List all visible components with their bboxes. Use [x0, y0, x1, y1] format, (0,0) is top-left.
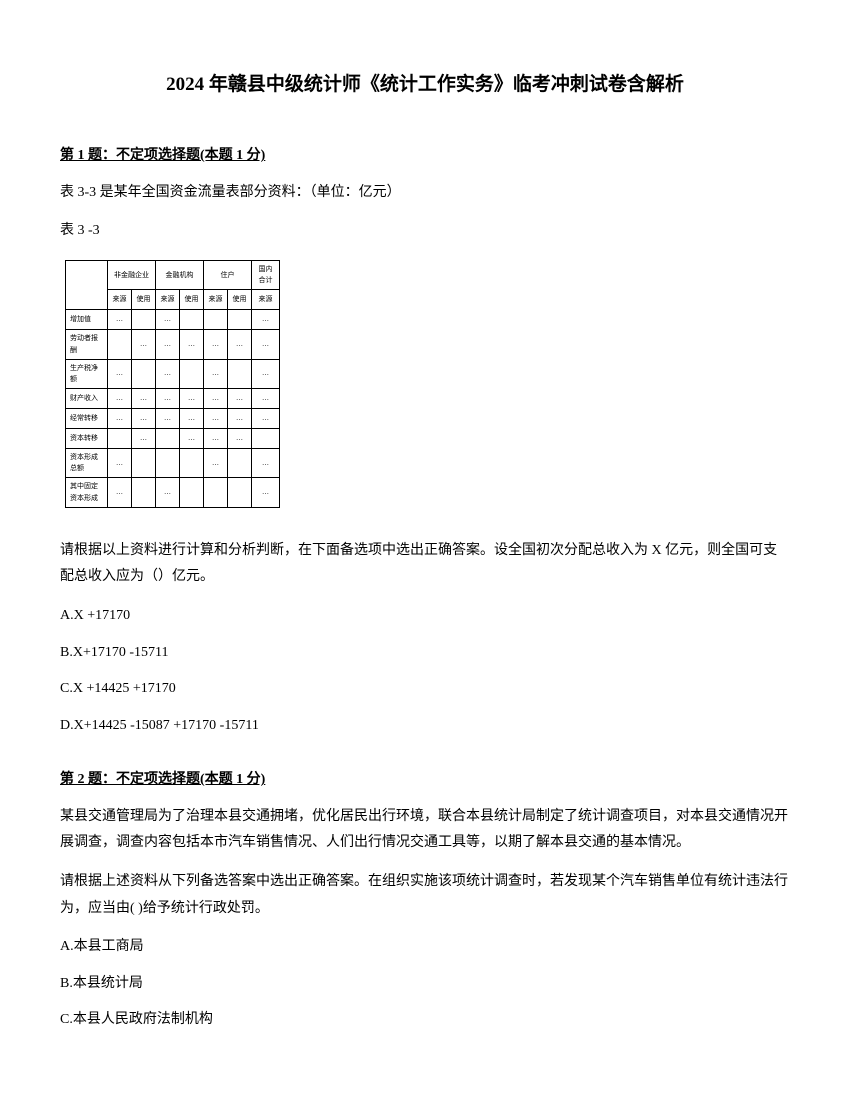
q1-option-c: C.X +14425 +17170: [60, 676, 790, 703]
q2-options: A.本县工商局 B.本县统计局 C.本县人民政府法制机构: [60, 934, 790, 1034]
q1-options: A.X +17170 B.X+17170 -15711 C.X +14425 +…: [60, 603, 790, 739]
q1-header: 第 1 题：不定项选择题(本题 1 分): [60, 145, 790, 167]
q2-option-b: B.本县统计局: [60, 971, 790, 998]
q2-option-c: C.本县人民政府法制机构: [60, 1007, 790, 1034]
question-2: 第 2 题：不定项选择题(本题 1 分) 某县交通管理局为了治理本县交通拥堵，优…: [60, 769, 790, 1034]
q1-intro1: 表 3-3 是某年全国资金流量表部分资料：（单位：亿元）: [60, 180, 790, 207]
q1-option-b: B.X+17170 -15711: [60, 640, 790, 667]
document-title: 2024 年赣县中级统计师《统计工作实务》临考冲刺试卷含解析: [60, 70, 790, 100]
q1-data-table: 非金融企业 金融机构 住户 国内合计 来源 使用 来源 使用 来源 使用 来源 …: [65, 260, 280, 508]
q2-body1: 某县交通管理局为了治理本县交通拥堵，优化居民出行环境，联合本县统计局制定了统计调…: [60, 804, 790, 857]
q2-option-a: A.本县工商局: [60, 934, 790, 961]
q1-prompt: 请根据以上资料进行计算和分析判断，在下面备选项中选出正确答案。设全国初次分配总收…: [60, 538, 790, 591]
q2-body2: 请根据上述资料从下列备选答案中选出正确答案。在组织实施该项统计调查时，若发现某个…: [60, 869, 790, 922]
question-1: 第 1 题：不定项选择题(本题 1 分) 表 3-3 是某年全国资金流量表部分资…: [60, 145, 790, 739]
q1-intro2: 表 3 -3: [60, 218, 790, 245]
q1-option-a: A.X +17170: [60, 603, 790, 630]
q1-option-d: D.X+14425 -15087 +17170 -15711: [60, 713, 790, 740]
q2-header: 第 2 题：不定项选择题(本题 1 分): [60, 769, 790, 791]
